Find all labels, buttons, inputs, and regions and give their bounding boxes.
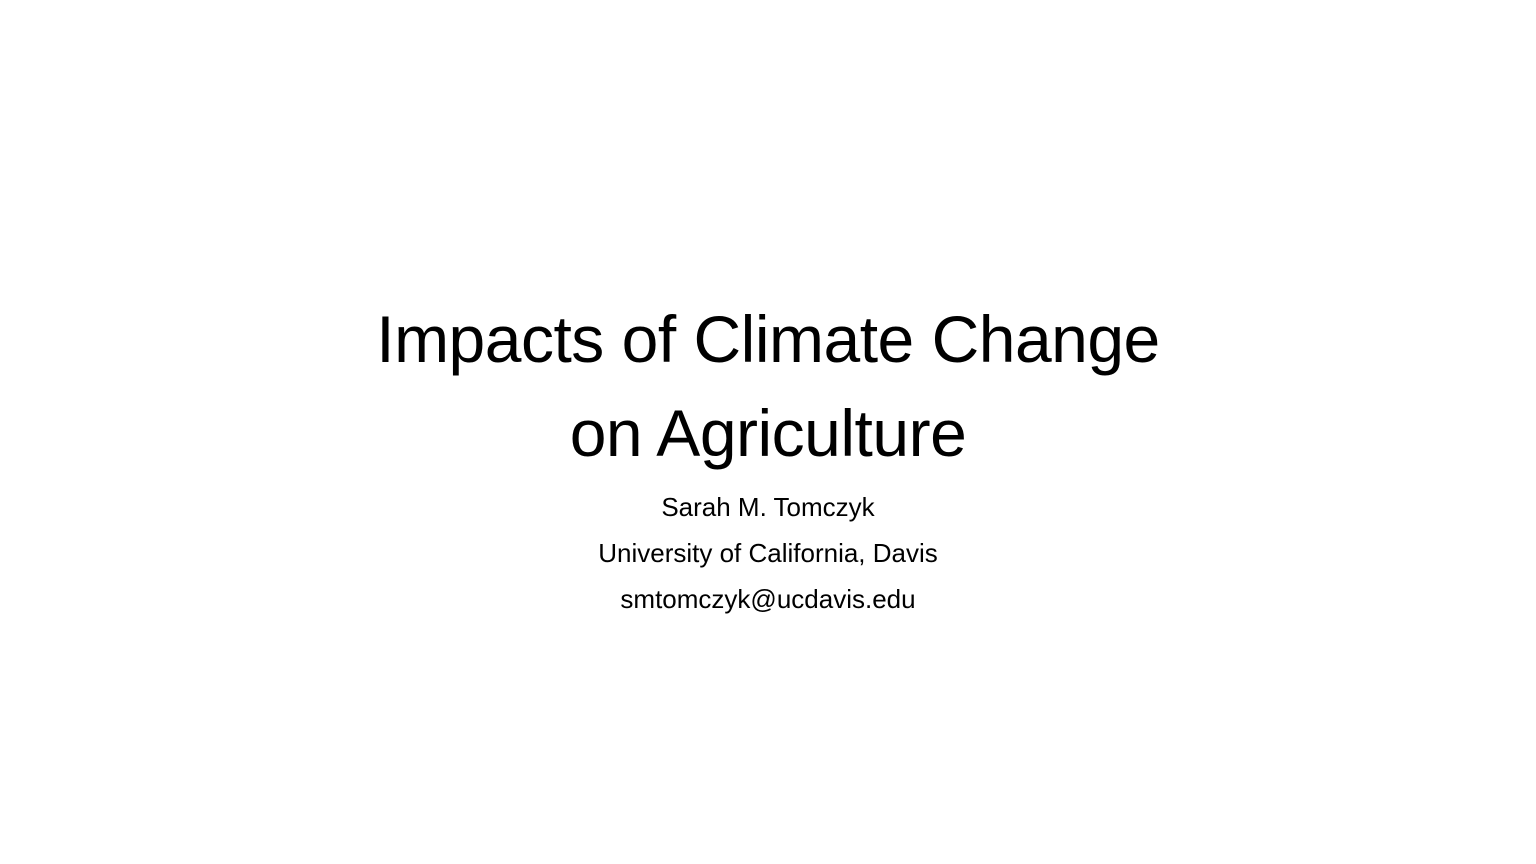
author-email: smtomczyk@ucdavis.edu: [620, 584, 916, 614]
slide-title: Impacts of Climate Change on Agriculture: [0, 292, 1536, 480]
slide-subtitle: Sarah M. Tomczyk University of Californi…: [0, 484, 1536, 622]
author-name: Sarah M. Tomczyk: [661, 492, 875, 522]
slide-title-line-2: on Agriculture: [569, 396, 967, 471]
author-affiliation: University of California, Davis: [598, 538, 938, 568]
slide-title-line-1: Impacts of Climate Change: [376, 302, 1160, 377]
